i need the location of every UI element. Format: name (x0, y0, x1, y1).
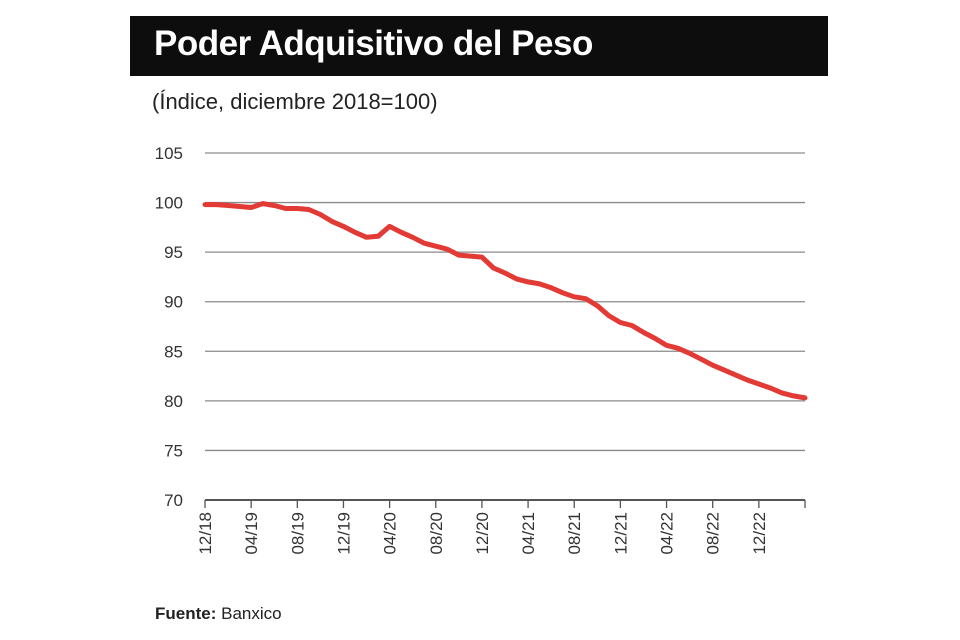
y-tick-label: 80 (164, 392, 183, 411)
x-tick-label: 12/20 (473, 512, 492, 555)
x-tick-label: 12/19 (334, 512, 353, 555)
y-tick-label: 85 (164, 342, 183, 361)
source-note: Fuente: Banxico (155, 604, 282, 624)
title-bar: Poder Adquisitivo del Peso (130, 16, 828, 76)
x-tick-label: 08/22 (704, 512, 723, 555)
x-tick-label: 12/18 (196, 512, 215, 555)
x-tick-label: 04/22 (658, 512, 677, 555)
chart-title: Poder Adquisitivo del Peso (154, 24, 593, 63)
source-value: Banxico (221, 604, 282, 623)
x-tick-label: 04/19 (242, 512, 261, 555)
source-label: Fuente: (155, 604, 217, 623)
x-tick-label: 12/22 (750, 512, 769, 555)
x-tick-label: 04/21 (519, 512, 538, 555)
chart-subtitle: (Índice, diciembre 2018=100) (152, 89, 438, 114)
y-tick-label: 100 (155, 194, 183, 213)
x-tick-label: 08/20 (427, 512, 446, 555)
y-tick-label: 95 (164, 243, 183, 262)
y-tick-label: 105 (155, 144, 183, 163)
x-tick-label: 08/21 (565, 512, 584, 555)
y-tick-label: 75 (164, 441, 183, 460)
series-line (202, 201, 808, 401)
x-tick-label: 08/19 (288, 512, 307, 555)
y-tick-label: 70 (164, 491, 183, 510)
x-tick-label: 12/21 (611, 512, 630, 555)
y-tick-label: 90 (164, 293, 183, 312)
x-tick-label: 04/20 (381, 512, 400, 555)
